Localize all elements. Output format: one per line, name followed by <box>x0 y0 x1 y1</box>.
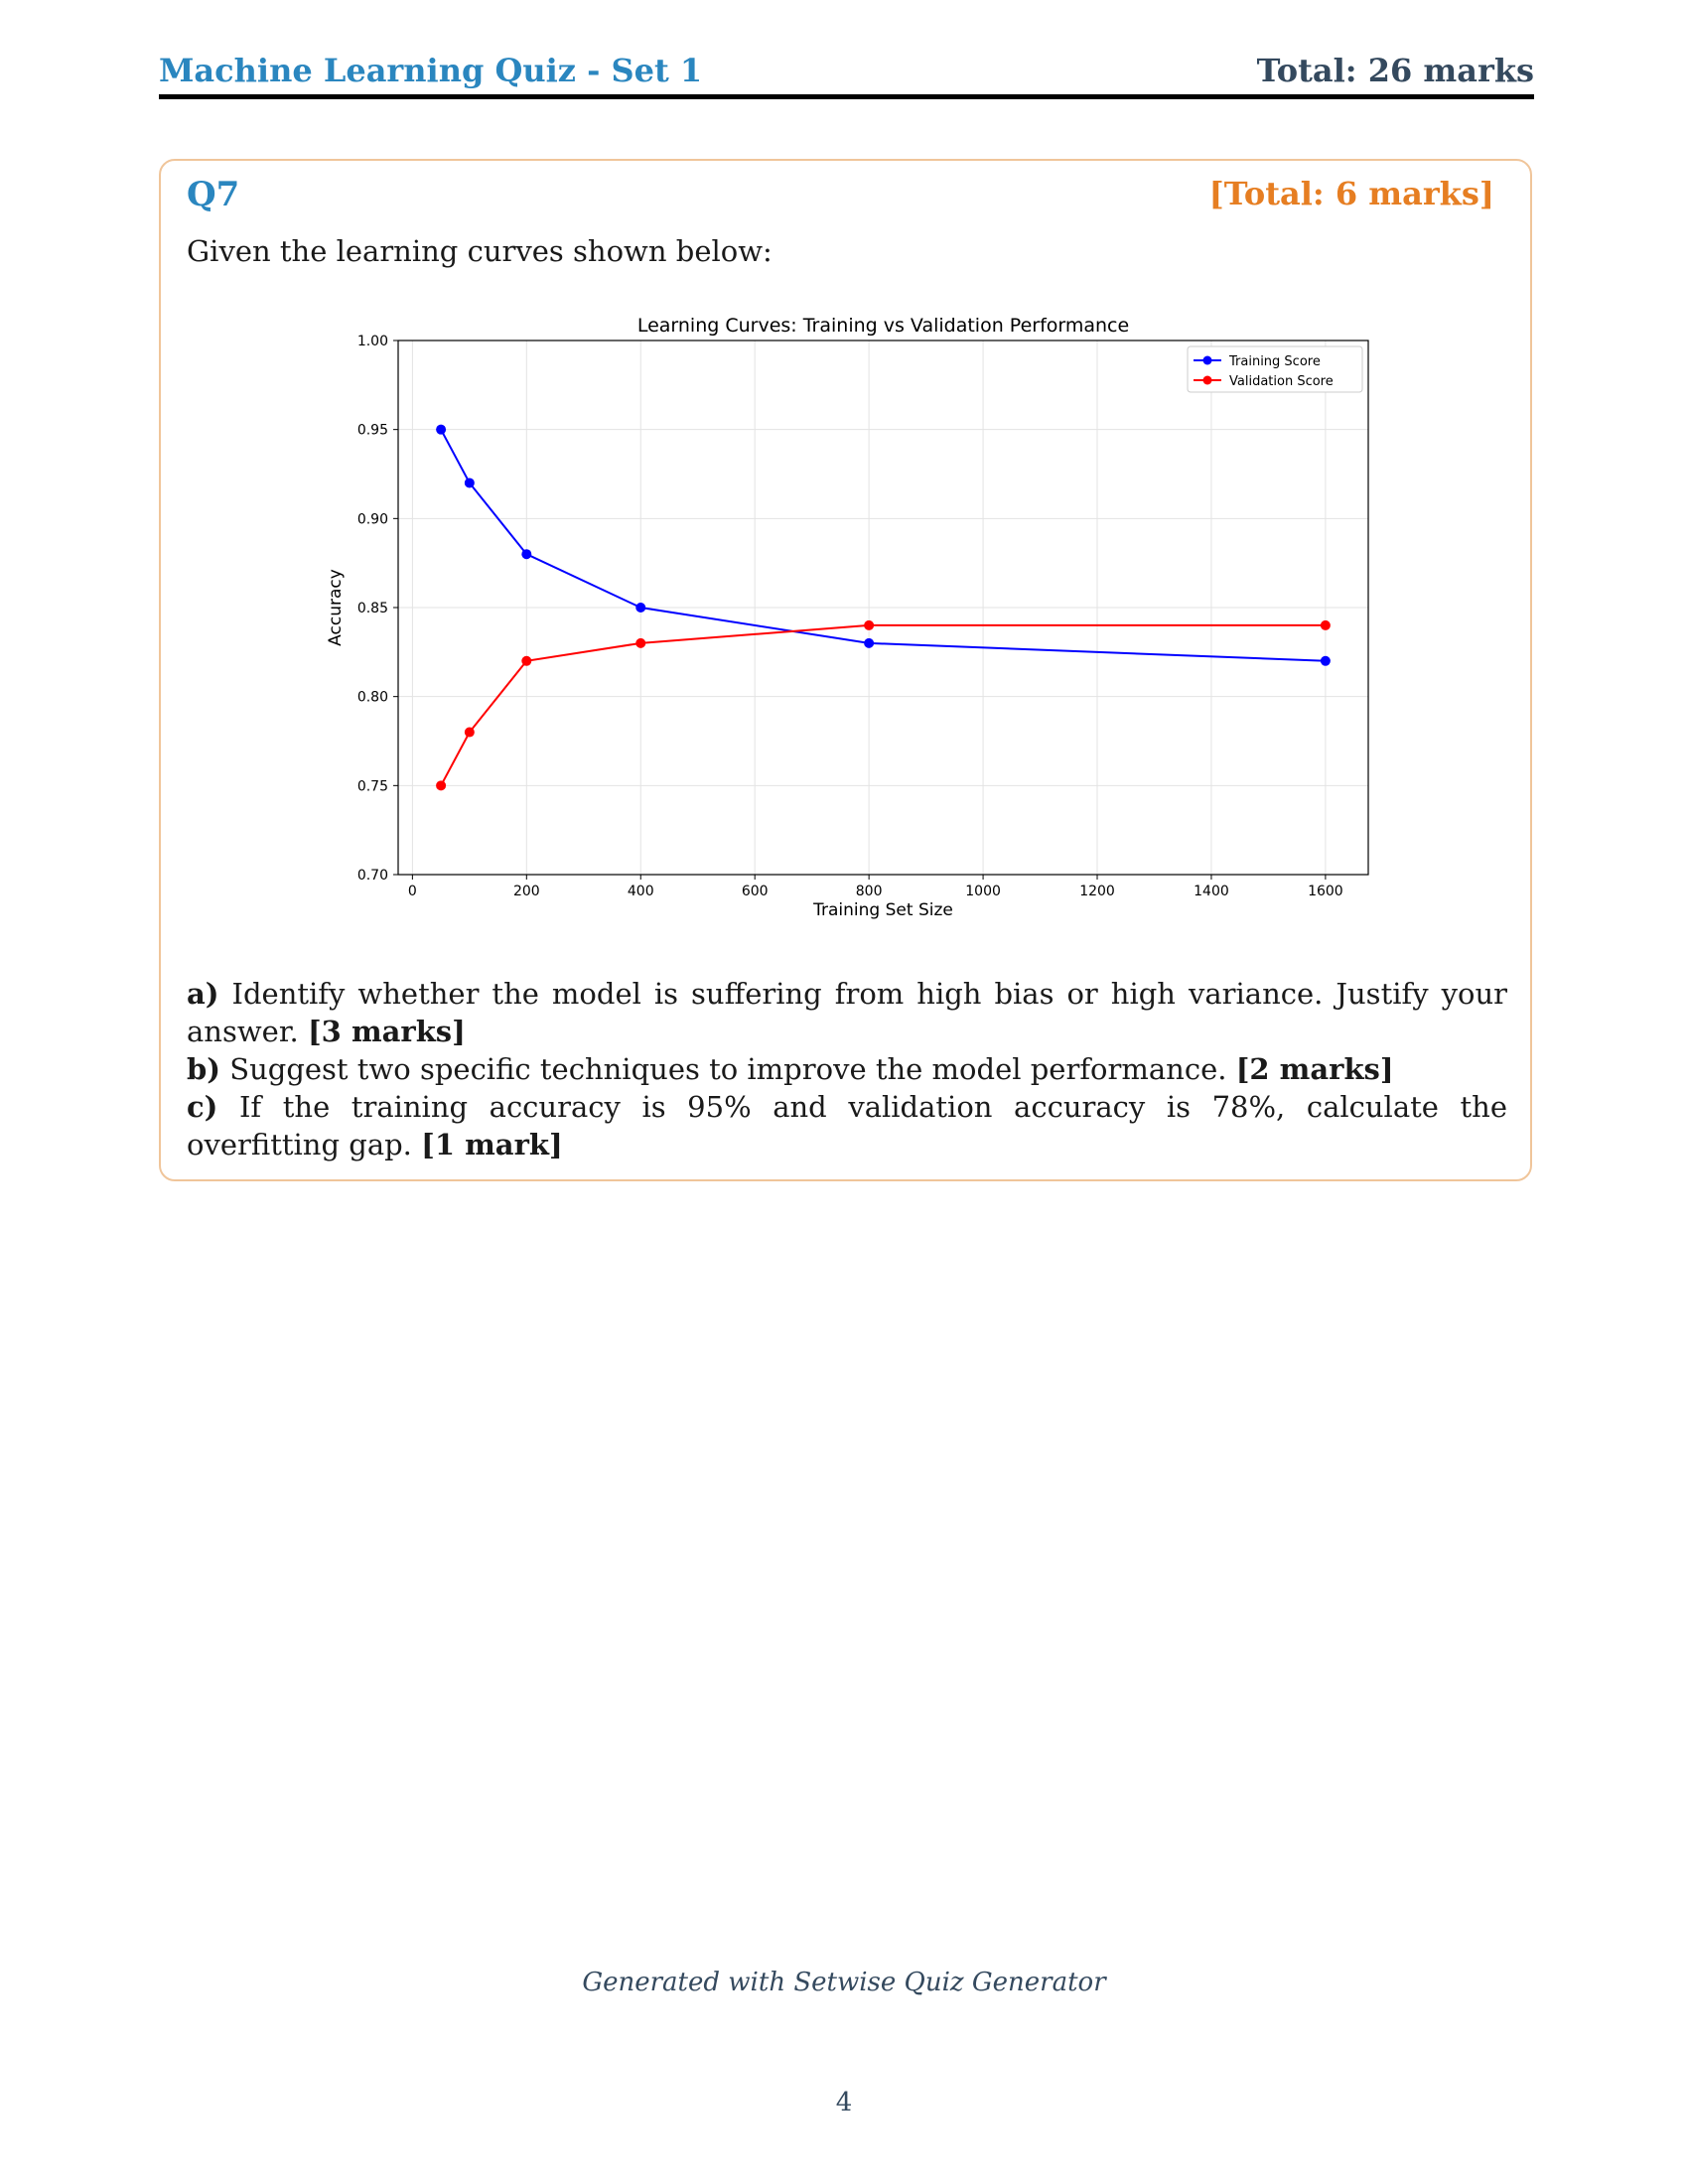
part-a-label: a) <box>187 977 219 1011</box>
quiz-total-marks: Total: 26 marks <box>1256 52 1534 89</box>
y-tick-label: 0.85 <box>357 601 388 616</box>
validation-point <box>464 727 475 738</box>
part-b-marks: [2 marks] <box>1235 1052 1394 1086</box>
header-rule <box>159 94 1534 99</box>
question-number: Q7 <box>187 175 240 214</box>
x-tick-label: 600 <box>742 884 769 899</box>
question-box: Q7 [Total: 6 marks] Given the learning c… <box>159 159 1532 1181</box>
validation-point <box>635 637 646 648</box>
chart-title: Learning Curves: Training vs Validation … <box>637 315 1129 337</box>
question-parts: a) Identify whether the model is sufferi… <box>187 975 1507 1163</box>
x-tick-label: 1400 <box>1194 884 1229 899</box>
part-b-label: b) <box>187 1052 220 1086</box>
chart-legend: Training Score Validation Score <box>1187 345 1363 393</box>
y-tick-label: 0.70 <box>357 868 388 884</box>
x-tick-label: 400 <box>628 884 654 899</box>
quiz-title: Machine Learning Quiz - Set 1 <box>159 52 703 89</box>
x-tick-label: 1000 <box>965 884 1001 899</box>
training-point <box>864 637 875 648</box>
training-point <box>635 603 646 613</box>
validation-point <box>1320 619 1331 630</box>
x-tick-label: 1600 <box>1308 884 1343 899</box>
question-part-b: b) Suggest two specific techniques to im… <box>187 1050 1507 1088</box>
legend-box <box>1187 345 1363 393</box>
chart-grid <box>398 340 1368 876</box>
x-tick-label: 0 <box>408 884 417 899</box>
legend-marker <box>1202 375 1212 385</box>
plot-frame <box>397 340 1369 876</box>
validation-point <box>521 655 532 666</box>
x-tick-label: 1200 <box>1079 884 1115 899</box>
chart-y-axis-label: Accuracy <box>326 569 346 646</box>
validation-point <box>436 780 447 791</box>
part-b-text: Suggest two specific techniques to impro… <box>229 1052 1227 1086</box>
part-c-label: c) <box>187 1090 218 1124</box>
question-part-a: a) Identify whether the model is sufferi… <box>187 975 1507 1050</box>
y-tick-label: 0.95 <box>357 423 388 439</box>
legend-label: Validation Score <box>1229 374 1334 389</box>
training-point <box>521 549 532 560</box>
footer-generator-note: Generated with Setwise Quiz Generator <box>582 1968 1106 1997</box>
part-a-text: Identify whether the model is suffering … <box>187 977 1507 1048</box>
question-part-c: c) If the training accuracy is 95% and v… <box>187 1088 1507 1163</box>
page-header: Machine Learning Quiz - Set 1 Total: 26 … <box>159 52 1534 97</box>
y-tick-label: 0.80 <box>357 690 388 706</box>
part-c-marks: [1 mark] <box>421 1128 563 1161</box>
series-line-training <box>440 429 1326 662</box>
x-tick-label: 800 <box>856 884 883 899</box>
chart-axes: 0 200 400 600 800 1000 1200 1400 1600 0.70 0.75 0.8… <box>357 334 1369 899</box>
chart-series <box>436 424 1331 791</box>
legend-marker <box>1202 355 1212 365</box>
learning-curve-chart: 0 200 400 600 800 1000 1200 1400 1600 0.70 0.75 0.8… <box>326 315 1369 920</box>
y-tick-label: 0.90 <box>357 511 388 527</box>
x-tick-label: 200 <box>513 884 540 899</box>
page-number: 4 <box>835 2088 853 2117</box>
y-tick-label: 1.00 <box>357 334 388 349</box>
part-a-marks: [3 marks] <box>307 1015 466 1048</box>
question-intro: Given the learning curves shown below: <box>187 234 773 268</box>
training-point <box>436 424 447 435</box>
chart-x-axis-label: Training Set Size <box>812 900 953 920</box>
y-tick-label: 0.75 <box>357 778 388 794</box>
training-point <box>464 478 475 488</box>
question-total-marks: [Total: 6 marks] <box>1208 175 1494 212</box>
training-point <box>1320 655 1331 666</box>
series-line-validation <box>440 623 1326 786</box>
validation-point <box>864 619 875 630</box>
part-c-text: If the training accuracy is 95% and vali… <box>187 1090 1508 1161</box>
legend-label: Training Score <box>1228 354 1321 369</box>
